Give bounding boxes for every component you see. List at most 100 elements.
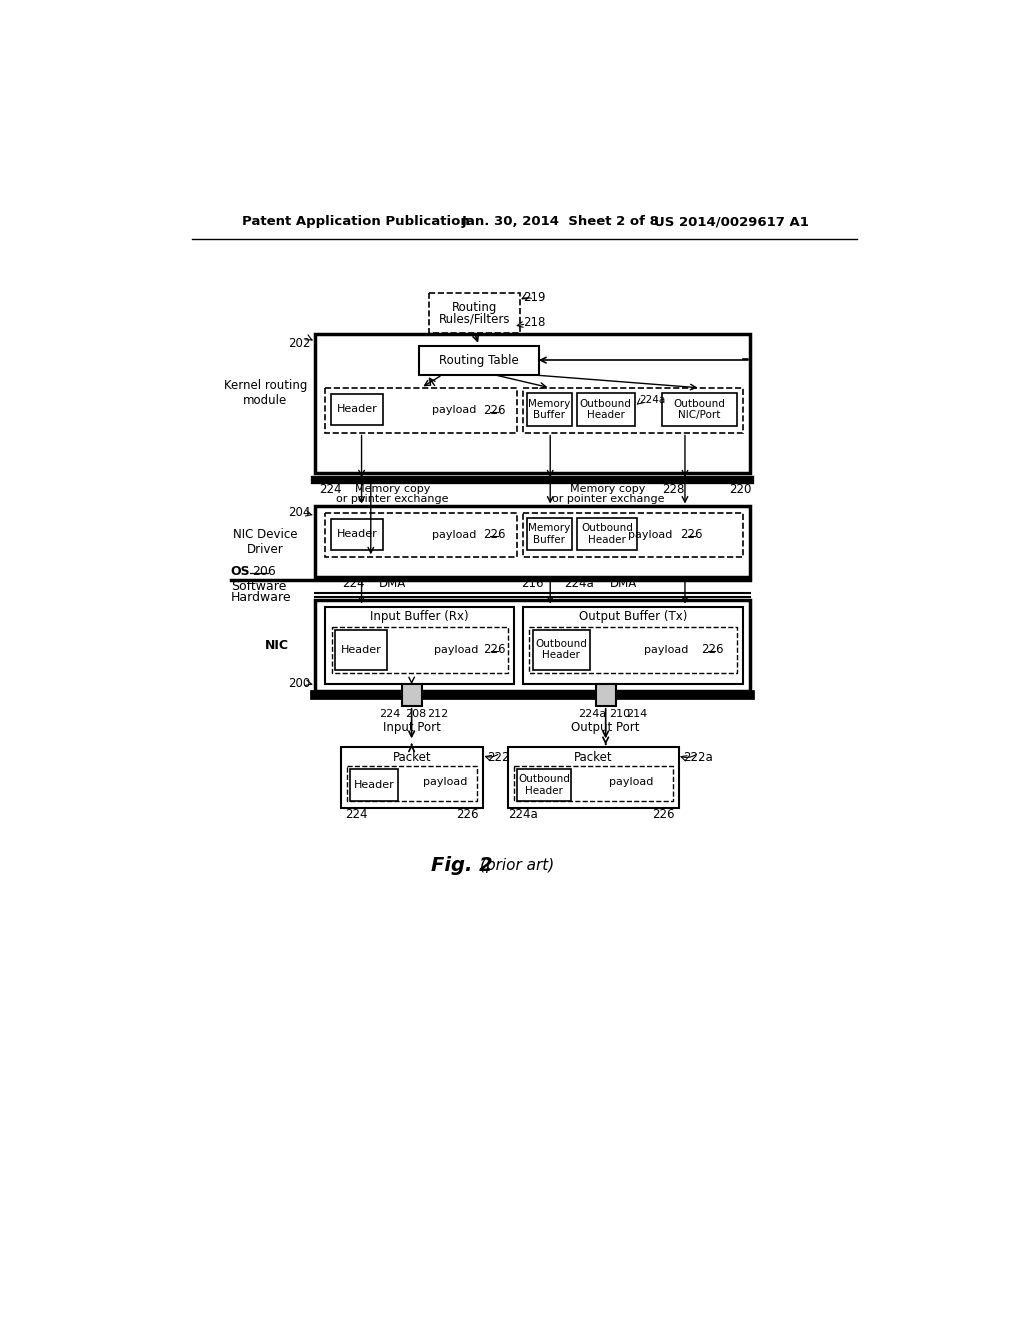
Bar — [429, 293, 520, 333]
Text: payload: payload — [628, 529, 673, 540]
Text: 224a: 224a — [639, 395, 665, 405]
Text: payload: payload — [423, 777, 467, 787]
Text: Outbound
Header: Outbound Header — [536, 639, 587, 660]
Text: Header: Header — [353, 780, 394, 791]
Text: Outbound
Header: Outbound Header — [518, 775, 570, 796]
Bar — [596, 684, 615, 706]
Bar — [325, 388, 517, 433]
Bar — [335, 630, 387, 669]
Text: Memory copy: Memory copy — [354, 484, 430, 495]
Text: 226: 226 — [482, 404, 505, 417]
Text: 224a: 224a — [564, 577, 594, 590]
Text: Memory
Buffer: Memory Buffer — [528, 523, 570, 545]
Text: Routing: Routing — [452, 301, 498, 314]
Text: 226: 226 — [457, 808, 479, 821]
Text: 224: 224 — [319, 483, 342, 496]
Text: DMA: DMA — [609, 577, 637, 590]
Text: payload: payload — [609, 777, 653, 787]
Text: Output Buffer (Tx): Output Buffer (Tx) — [579, 610, 687, 623]
Text: Outbound
Header: Outbound Header — [580, 399, 632, 420]
Text: NIC: NIC — [265, 639, 289, 652]
Text: 219: 219 — [523, 292, 546, 305]
Text: Header: Header — [337, 529, 377, 539]
Bar — [419, 346, 539, 375]
Bar — [315, 507, 751, 577]
Text: 222: 222 — [487, 751, 510, 764]
Bar — [517, 770, 571, 801]
Text: (prior art): (prior art) — [480, 858, 554, 873]
Text: payload: payload — [432, 405, 476, 416]
Text: 212: 212 — [427, 709, 449, 718]
Text: Software: Software — [230, 579, 286, 593]
Text: 218: 218 — [523, 315, 546, 329]
Text: 226: 226 — [652, 808, 675, 821]
Bar — [326, 607, 514, 684]
Text: 222a: 222a — [683, 751, 713, 764]
Text: payload: payload — [432, 529, 476, 540]
Text: Routing Table: Routing Table — [439, 354, 519, 367]
Bar — [523, 388, 742, 433]
Text: DMA: DMA — [379, 577, 406, 590]
Bar — [331, 395, 383, 425]
Text: 224a: 224a — [578, 709, 606, 718]
Text: NIC Device
Driver: NIC Device Driver — [233, 528, 298, 556]
Text: 208: 208 — [404, 709, 426, 718]
Text: Header: Header — [340, 644, 381, 655]
Bar — [315, 334, 751, 473]
Text: Outbound
NIC/Port: Outbound NIC/Port — [674, 399, 726, 420]
Bar — [350, 770, 397, 801]
Text: or pointer exchange: or pointer exchange — [336, 494, 449, 504]
Text: 204: 204 — [289, 506, 310, 519]
Text: 226: 226 — [680, 528, 702, 541]
Bar — [527, 393, 571, 425]
Text: 226: 226 — [482, 528, 505, 541]
Text: 210: 210 — [609, 709, 630, 718]
Text: US 2014/0029617 A1: US 2014/0029617 A1 — [654, 215, 809, 228]
Text: Memory
Buffer: Memory Buffer — [528, 399, 570, 420]
Text: Hardware: Hardware — [230, 591, 291, 603]
Text: payload: payload — [434, 644, 478, 655]
Text: Input Port: Input Port — [383, 721, 440, 734]
Bar — [514, 766, 673, 801]
Bar — [529, 627, 736, 673]
Bar — [523, 607, 742, 684]
Text: 226: 226 — [700, 643, 723, 656]
Bar — [325, 512, 517, 557]
Text: 224: 224 — [343, 577, 366, 590]
Text: 202: 202 — [289, 337, 310, 350]
Text: Packet: Packet — [574, 751, 612, 764]
Text: 206: 206 — [252, 565, 276, 578]
Text: 216: 216 — [521, 577, 544, 590]
Text: 214: 214 — [626, 709, 647, 718]
Bar — [331, 519, 383, 549]
Text: OS: OS — [230, 565, 250, 578]
Text: 200: 200 — [289, 677, 310, 690]
Bar — [662, 393, 737, 425]
Text: 228: 228 — [663, 483, 685, 496]
Bar — [578, 393, 635, 425]
Bar — [523, 512, 742, 557]
Bar — [508, 747, 679, 808]
Text: Patent Application Publication: Patent Application Publication — [243, 215, 470, 228]
Bar — [332, 627, 508, 673]
Bar — [578, 517, 637, 550]
Bar — [527, 517, 571, 550]
Text: Kernel routing
module: Kernel routing module — [223, 379, 307, 408]
Text: 226: 226 — [483, 643, 506, 656]
Text: Rules/Filters: Rules/Filters — [439, 313, 511, 326]
Text: Input Buffer (Rx): Input Buffer (Rx) — [371, 610, 469, 623]
Text: 224a: 224a — [508, 808, 539, 821]
Text: Packet: Packet — [392, 751, 431, 764]
Text: 220: 220 — [729, 483, 752, 496]
Text: payload: payload — [643, 644, 688, 655]
Bar — [401, 684, 422, 706]
Bar — [532, 630, 590, 669]
Text: Header: Header — [337, 404, 377, 414]
Text: Memory copy: Memory copy — [570, 484, 646, 495]
Bar — [315, 601, 751, 692]
Text: Jan. 30, 2014  Sheet 2 of 8: Jan. 30, 2014 Sheet 2 of 8 — [462, 215, 659, 228]
Text: Outbound
Header: Outbound Header — [582, 523, 633, 545]
Text: Fig. 2: Fig. 2 — [431, 855, 493, 875]
Text: or pointer exchange: or pointer exchange — [552, 494, 665, 504]
Text: Output Port: Output Port — [571, 721, 640, 734]
